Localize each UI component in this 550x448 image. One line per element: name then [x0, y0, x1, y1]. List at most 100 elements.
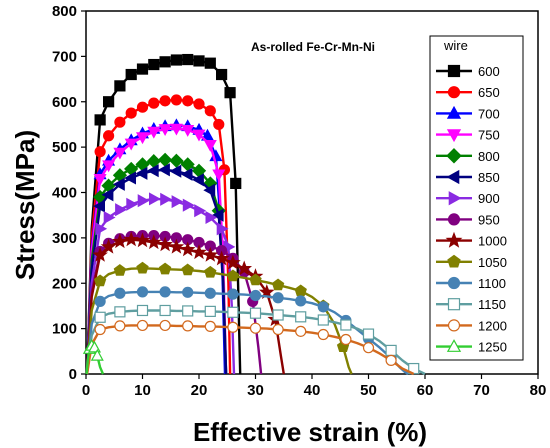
data-point [102, 130, 115, 142]
plot-area [82, 10, 539, 376]
data-point [113, 264, 127, 276]
series-850 [85, 163, 228, 375]
series-line [85, 197, 236, 375]
data-point [136, 101, 149, 113]
data-point [114, 306, 126, 318]
legend-label: 900 [478, 191, 500, 206]
legend-label: 1100 [478, 276, 506, 291]
data-point [447, 86, 461, 99]
data-point [249, 322, 262, 334]
data-point [147, 126, 161, 139]
x-tick-label: 10 [134, 382, 151, 399]
plot-frame [85, 10, 539, 375]
x-tick-label: 40 [304, 382, 321, 399]
data-point [211, 208, 224, 222]
data-point [194, 204, 207, 218]
data-point [448, 191, 462, 206]
data-point [213, 250, 230, 266]
data-point [230, 177, 242, 190]
data-point [125, 68, 137, 81]
data-point [114, 287, 126, 299]
data-point [182, 305, 194, 317]
data-point [182, 53, 194, 66]
data-point [446, 129, 462, 143]
data-point [158, 262, 172, 275]
data-point [94, 295, 106, 307]
data-point [193, 55, 205, 67]
data-point [249, 289, 262, 302]
data-point [159, 319, 171, 332]
data-point [112, 233, 128, 249]
data-point [224, 87, 236, 99]
x-tick-label: 60 [417, 382, 434, 399]
data-point [94, 274, 107, 287]
data-point [447, 213, 461, 226]
data-point [92, 246, 108, 262]
x-tick-label: 30 [247, 382, 264, 399]
legend-item: 1200 [436, 318, 507, 333]
data-point [385, 344, 397, 357]
data-point [202, 246, 219, 262]
data-point [191, 244, 207, 260]
data-point [148, 97, 160, 109]
data-point [204, 265, 217, 278]
data-point [204, 305, 216, 317]
x-tick-label: 50 [360, 382, 377, 399]
y-tick-label: 0 [69, 366, 77, 383]
data-point [295, 325, 307, 337]
x-tick-label: 80 [530, 382, 547, 399]
data-point [158, 124, 172, 136]
data-point [340, 319, 352, 331]
y-tick-label: 400 [52, 185, 77, 202]
data-point [182, 286, 194, 298]
data-point [182, 320, 194, 332]
data-point [93, 199, 106, 213]
legend-item: 800 [436, 148, 500, 164]
y-axis-title: Stress(MPa) [10, 130, 40, 280]
x-axis-title: Effective strain (%) [193, 417, 427, 447]
data-point [123, 231, 140, 247]
x-tick-label: 0 [82, 382, 90, 399]
data-point [102, 160, 116, 173]
data-point [446, 148, 462, 164]
x-tick-label: 70 [473, 382, 490, 399]
data-point [179, 241, 196, 257]
data-point [136, 63, 149, 75]
data-point [93, 174, 107, 186]
data-point [136, 286, 149, 298]
data-point [272, 292, 284, 304]
x-tick-label: 20 [191, 382, 208, 399]
data-point [193, 98, 205, 110]
data-point [101, 188, 114, 202]
data-point [271, 278, 285, 291]
data-point [447, 254, 461, 268]
data-point [157, 236, 173, 252]
legend: wire 600 650 700 750 800 850 900 950 1000 1050 110… [429, 35, 524, 361]
data-point [95, 222, 108, 236]
data-point [362, 342, 375, 354]
legend-item: 850 [436, 169, 500, 185]
legend-label: 600 [478, 64, 500, 79]
data-point [94, 323, 106, 336]
data-point [114, 320, 126, 332]
data-point [192, 173, 204, 187]
data-point [227, 306, 239, 318]
data-point [216, 68, 228, 81]
data-point [447, 319, 461, 332]
data-point [294, 284, 307, 297]
legend-label: 800 [478, 149, 500, 164]
legend-label: 700 [478, 106, 500, 121]
data-point [204, 287, 216, 299]
series-750 [85, 123, 228, 375]
series-900 [85, 192, 236, 375]
legend-label: 850 [478, 170, 500, 185]
data-point [125, 107, 137, 119]
data-point [204, 57, 216, 69]
data-point [135, 166, 148, 180]
data-point [100, 238, 117, 254]
data-point [169, 153, 184, 168]
data-point [124, 171, 136, 185]
data-point [145, 234, 162, 250]
data-point [445, 231, 463, 248]
